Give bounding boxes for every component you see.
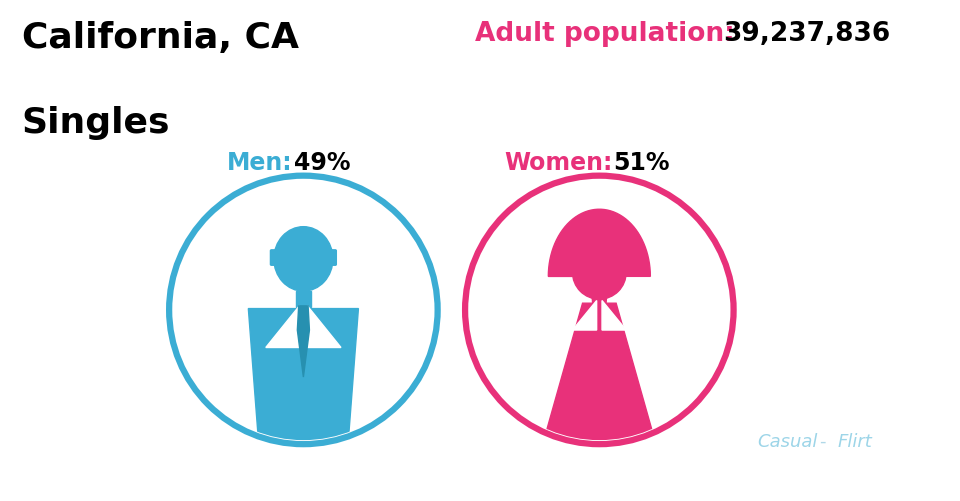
Polygon shape <box>249 309 358 458</box>
Text: Adult population:: Adult population: <box>475 22 735 47</box>
Text: 49%: 49% <box>294 151 350 175</box>
Text: California, CA: California, CA <box>22 22 299 55</box>
Polygon shape <box>539 304 660 458</box>
Text: 51%: 51% <box>613 151 670 175</box>
Polygon shape <box>307 306 341 348</box>
Text: Men:: Men: <box>227 151 293 175</box>
Polygon shape <box>298 306 309 377</box>
Polygon shape <box>548 210 650 304</box>
FancyBboxPatch shape <box>326 250 336 266</box>
Text: Women:: Women: <box>504 151 612 175</box>
Text: 39,237,836: 39,237,836 <box>724 22 891 47</box>
Text: Flirt: Flirt <box>838 432 873 450</box>
Text: -: - <box>819 432 826 450</box>
Circle shape <box>572 246 626 300</box>
Polygon shape <box>266 306 300 348</box>
Polygon shape <box>572 301 597 330</box>
Text: Casual: Casual <box>756 432 817 450</box>
Polygon shape <box>602 301 626 330</box>
Ellipse shape <box>274 227 333 292</box>
Text: Singles: Singles <box>22 106 170 140</box>
Polygon shape <box>296 292 311 308</box>
FancyBboxPatch shape <box>271 250 280 266</box>
